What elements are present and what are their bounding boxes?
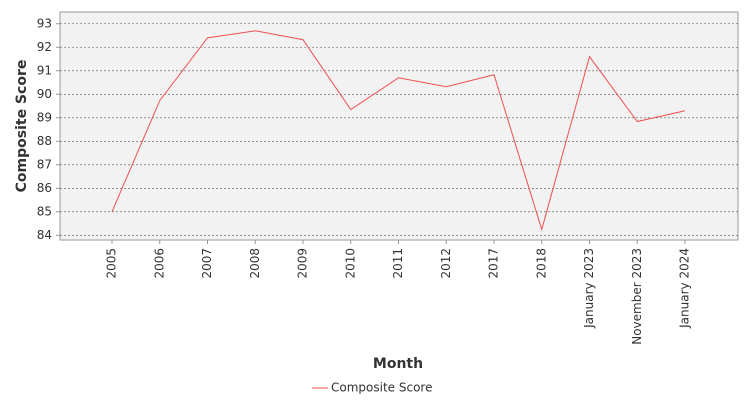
x-tick-label: 2005 <box>105 248 119 279</box>
x-tick-label: 2012 <box>439 248 453 279</box>
legend-label: Composite Score <box>331 381 432 395</box>
y-tick-label: 85 <box>37 204 52 218</box>
x-tick-label: 2006 <box>152 248 166 279</box>
y-tick-label: 93 <box>37 16 52 30</box>
x-tick-label: 2017 <box>487 248 501 279</box>
x-tick-label: 2008 <box>248 248 262 279</box>
line <box>111 30 686 232</box>
y-tick-label: 89 <box>37 110 52 124</box>
x-tick-label: 2007 <box>200 248 214 279</box>
x-tick-label: January 2023 <box>582 248 596 329</box>
plot-area <box>59 11 739 241</box>
y-tick-label: 87 <box>37 157 52 171</box>
y-tick-label: 91 <box>37 63 52 77</box>
x-tick-label: 2011 <box>391 248 405 279</box>
x-tick-label: 2009 <box>296 248 310 279</box>
y-tick-label: 92 <box>37 40 52 54</box>
y-tick-label: 88 <box>37 134 52 148</box>
x-axis-label: Month <box>373 356 423 372</box>
y-tick-label: 84 <box>37 228 52 242</box>
x-tick-label: 2018 <box>534 248 548 279</box>
x-tick-label: 2010 <box>343 248 357 279</box>
y-tick-label: 86 <box>37 181 52 195</box>
x-tick-label: November 2023 <box>630 248 644 345</box>
y-axis-label: Composite Score <box>14 60 30 193</box>
y-tick-label: 90 <box>37 87 52 101</box>
x-tick-label: January 2024 <box>678 248 692 329</box>
